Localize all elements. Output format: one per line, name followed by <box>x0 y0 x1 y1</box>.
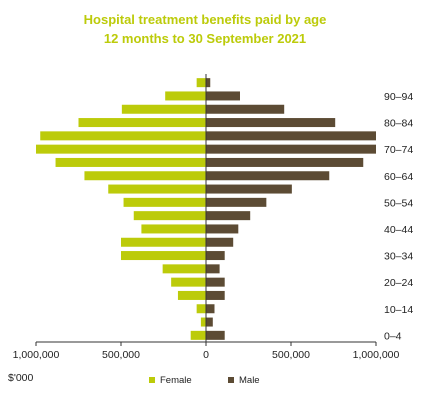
female-bar-20–24 <box>171 277 206 287</box>
y-tick-label: 30–34 <box>384 251 413 263</box>
unit-label: $'000 <box>8 372 34 384</box>
legend-label-female: Female <box>160 375 192 386</box>
female-bar-80–84 <box>78 118 206 128</box>
male-bar-35–39 <box>206 237 234 247</box>
male-bar-45–49 <box>206 211 251 221</box>
x-tick-label: 500,000 <box>272 349 310 361</box>
female-bar-10–14 <box>196 304 206 314</box>
y-tick-label: 60–64 <box>384 171 413 183</box>
female-bar-95+ <box>196 78 206 88</box>
y-tick-label: 80–84 <box>384 118 413 130</box>
chart-subtitle: 12 months to 30 September 2021 <box>104 31 306 46</box>
bars-group <box>36 78 376 340</box>
male-bar-90–94 <box>206 91 240 101</box>
female-bar-5–9 <box>200 317 206 327</box>
female-bar-85–89 <box>121 104 206 114</box>
female-bar-90–94 <box>165 91 206 101</box>
y-ticks-group: 0–4 10–14 20–24 30–34 40–44 50–54 60–64 70–74 80… <box>384 91 413 342</box>
female-bar-70–74 <box>36 144 206 154</box>
x-tick-label: 1,000,000 <box>13 349 60 361</box>
male-bar-10–14 <box>206 304 215 314</box>
male-bar-30–34 <box>206 251 225 261</box>
y-tick-label: 70–74 <box>384 144 413 156</box>
legend-swatch-male <box>228 377 234 383</box>
female-bar-25–29 <box>162 264 206 274</box>
female-bar-35–39 <box>121 237 206 247</box>
y-tick-label: 0–4 <box>384 330 402 342</box>
y-tick-label: 90–94 <box>384 91 413 103</box>
legend-swatch-female <box>149 377 155 383</box>
female-bar-15–19 <box>177 290 206 300</box>
female-bar-55–59 <box>108 184 206 194</box>
male-bar-80–84 <box>206 118 336 128</box>
male-bar-20–24 <box>206 277 225 287</box>
female-bar-50–54 <box>123 197 206 207</box>
y-tick-label: 20–24 <box>384 277 413 289</box>
male-bar-85–89 <box>206 104 285 114</box>
male-bar-70–74 <box>206 144 376 154</box>
y-tick-label: 10–14 <box>384 304 413 316</box>
male-bar-50–54 <box>206 197 267 207</box>
chart-title: Hospital treatment benefits paid by age <box>84 12 327 27</box>
male-bar-75–79 <box>206 131 376 141</box>
female-bar-45–49 <box>133 211 206 221</box>
male-bar-5–9 <box>206 317 213 327</box>
female-bar-60–64 <box>84 171 206 181</box>
male-bar-0–4 <box>206 330 225 340</box>
male-bar-15–19 <box>206 290 225 300</box>
female-bar-65–69 <box>55 157 206 167</box>
male-bar-60–64 <box>206 171 330 181</box>
male-bar-55–59 <box>206 184 292 194</box>
x-ticks-group: 1,000,000 500,000 0 500,000 1,000,000 <box>13 342 400 361</box>
male-bar-40–44 <box>206 224 239 234</box>
male-bar-65–69 <box>206 157 364 167</box>
legend: Female Male <box>149 375 260 386</box>
x-tick-label: 1,000,000 <box>353 349 400 361</box>
x-tick-label: 500,000 <box>102 349 140 361</box>
female-bar-30–34 <box>121 251 206 261</box>
male-bar-95+ <box>206 78 211 88</box>
female-bar-40–44 <box>141 224 206 234</box>
female-bar-75–79 <box>40 131 206 141</box>
y-tick-label: 40–44 <box>384 224 413 236</box>
legend-label-male: Male <box>239 375 260 386</box>
x-tick-label: 0 <box>203 349 209 361</box>
female-bar-0–4 <box>190 330 206 340</box>
male-bar-25–29 <box>206 264 220 274</box>
y-tick-label: 50–54 <box>384 197 413 209</box>
